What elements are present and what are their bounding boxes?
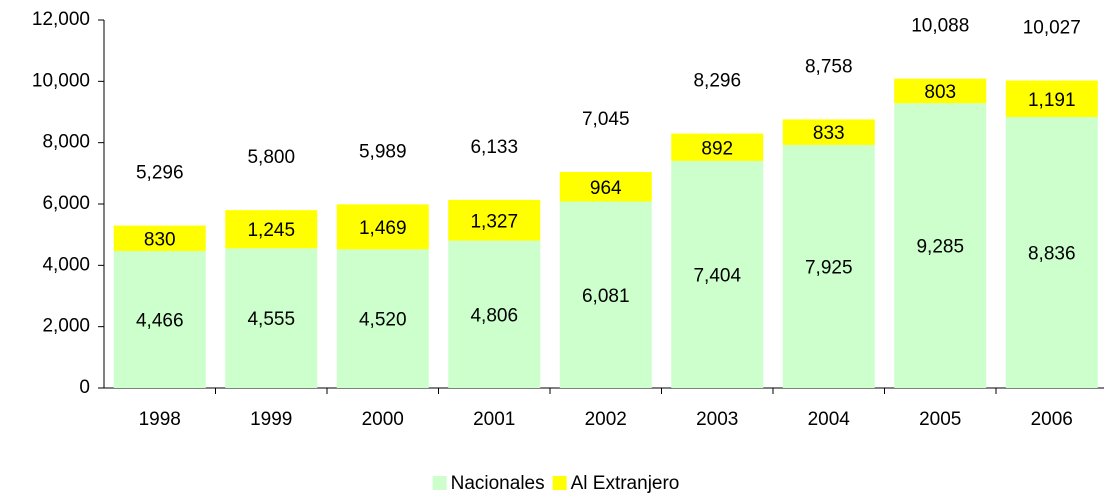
x-tick-label: 2006: [1031, 409, 1073, 430]
x-tick-label: 2001: [473, 409, 515, 430]
value-label: 892: [701, 138, 733, 159]
bar-segment: [113, 225, 206, 252]
bar-segment: [782, 119, 875, 145]
value-label: 8,836: [1028, 244, 1076, 265]
bar-segment: [671, 133, 764, 161]
value-label: 6,081: [582, 286, 630, 307]
bar-segment: [225, 248, 318, 388]
bar-segment: [894, 103, 987, 388]
x-tick-label: 2002: [585, 409, 627, 430]
bar-segment: [559, 171, 652, 202]
legend-item: Al Extranjero: [552, 473, 680, 494]
legend-label: Al Extranjero: [571, 473, 680, 494]
value-label: 7,925: [805, 257, 853, 278]
value-label: 4,466: [136, 311, 184, 332]
legend-label: Nacionales: [451, 473, 545, 494]
total-label: 8,758: [805, 56, 853, 77]
total-label: 5,296: [136, 163, 184, 184]
x-tick-label: 2003: [696, 409, 738, 430]
value-label: 833: [813, 123, 845, 144]
total-label: 6,133: [470, 137, 518, 158]
bar-segment: [671, 160, 764, 388]
value-label: 1,469: [359, 218, 407, 239]
total-label: 5,989: [359, 141, 407, 162]
bar-segment: [336, 204, 429, 250]
x-tick-label: 2004: [808, 409, 851, 430]
y-tick-label: 4,000: [42, 254, 90, 275]
value-label: 7,404: [693, 265, 741, 286]
value-label: 1,327: [470, 211, 518, 232]
value-label: 4,555: [247, 309, 295, 330]
legend-swatch: [432, 476, 447, 490]
value-label: 4,806: [470, 305, 518, 326]
total-label: 7,045: [582, 109, 630, 130]
legend-swatch: [552, 476, 567, 490]
y-tick-label: 0: [79, 377, 90, 398]
total-label: 10,027: [1023, 18, 1081, 39]
bar-segment: [894, 78, 987, 104]
y-tick-label: 6,000: [42, 193, 90, 214]
value-label: 1,245: [247, 220, 295, 241]
x-tick-label: 1999: [250, 409, 292, 430]
value-label: 4,520: [359, 310, 407, 331]
x-tick-label: 1998: [139, 409, 181, 430]
bar-segment: [336, 249, 429, 388]
bar-segment: [113, 251, 206, 388]
total-label: 10,088: [911, 16, 969, 37]
value-label: 9,285: [916, 237, 964, 258]
x-tick-label: 2005: [919, 409, 961, 430]
bar-segment: [448, 240, 541, 388]
value-label: 830: [144, 229, 176, 250]
value-label: 1,191: [1028, 90, 1076, 111]
total-label: 5,800: [247, 147, 295, 168]
bar-segment: [448, 199, 541, 241]
bar-segment: [1005, 117, 1098, 389]
y-tick-label: 8,000: [42, 132, 90, 153]
bar-segment: [782, 144, 875, 388]
legend-item: Nacionales: [432, 473, 545, 494]
total-label: 8,296: [693, 71, 741, 92]
bar-segment: [225, 210, 318, 249]
bar-segment: [1005, 80, 1098, 118]
x-tick-label: 2000: [362, 409, 404, 430]
value-label: 964: [590, 178, 622, 199]
y-tick-label: 10,000: [32, 70, 90, 91]
bar-segment: [559, 201, 652, 388]
value-label: 803: [924, 82, 956, 103]
y-tick-label: 2,000: [42, 316, 90, 337]
y-tick-label: 12,000: [32, 9, 90, 30]
